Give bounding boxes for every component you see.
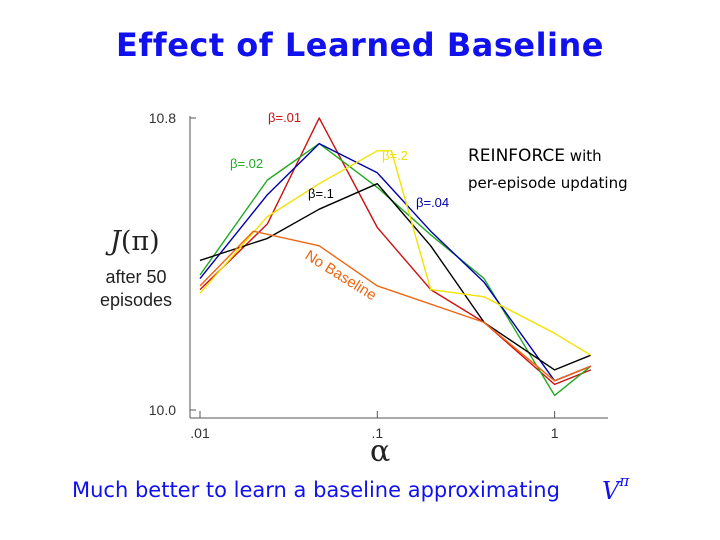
x-tick-label: .01: [190, 425, 210, 441]
series-label-0: β=.01: [268, 110, 301, 125]
pi-superscript: π: [619, 472, 630, 490]
y-tick-label: 10.0: [149, 402, 176, 418]
y-axis-label-pi: (π): [120, 226, 160, 257]
method-with: with: [565, 147, 602, 165]
x-tick-label: .1: [371, 425, 383, 441]
series-line-5: [199, 230, 592, 382]
y-axis-label: J(π): [110, 226, 160, 257]
series-line-0: [199, 117, 592, 386]
method-name: REINFORCE: [468, 146, 566, 166]
series-line-4: [199, 150, 592, 356]
series-line-1: [199, 142, 592, 397]
slide-title: Effect of Learned Baseline: [115, 26, 604, 64]
series-line-3: [199, 182, 592, 371]
chart-series: [199, 117, 592, 397]
series-labels: β=.01 β=.02 β=.04 β=.1 β=.2 No Baseline: [230, 110, 449, 304]
y-axis-sublabel: after 50 episodes: [99, 267, 173, 310]
method-annotation-detail: per-episode updating: [468, 174, 628, 192]
value-function-symbol: Vπ: [602, 472, 629, 505]
x-axis-label: α: [370, 434, 391, 469]
slide-caption: Much better to learn a baseline approxim…: [72, 478, 560, 502]
method-annotation: REINFORCE with: [468, 146, 602, 166]
series-label-2: β=.04: [416, 195, 449, 210]
x-tick-label: 1: [551, 425, 559, 441]
v-symbol: V: [602, 477, 620, 505]
series-label-4: β=.2: [382, 148, 408, 163]
series-label-1: β=.02: [230, 156, 263, 171]
series-label-5: No Baseline: [302, 247, 380, 304]
series-line-2: [199, 142, 592, 382]
y-axis-label-j: J: [110, 226, 121, 257]
chart-axes: 10.0 10.8 .01 .1 1: [149, 110, 608, 441]
y-tick-label: 10.8: [149, 110, 176, 126]
series-label-3: β=.1: [308, 186, 334, 201]
